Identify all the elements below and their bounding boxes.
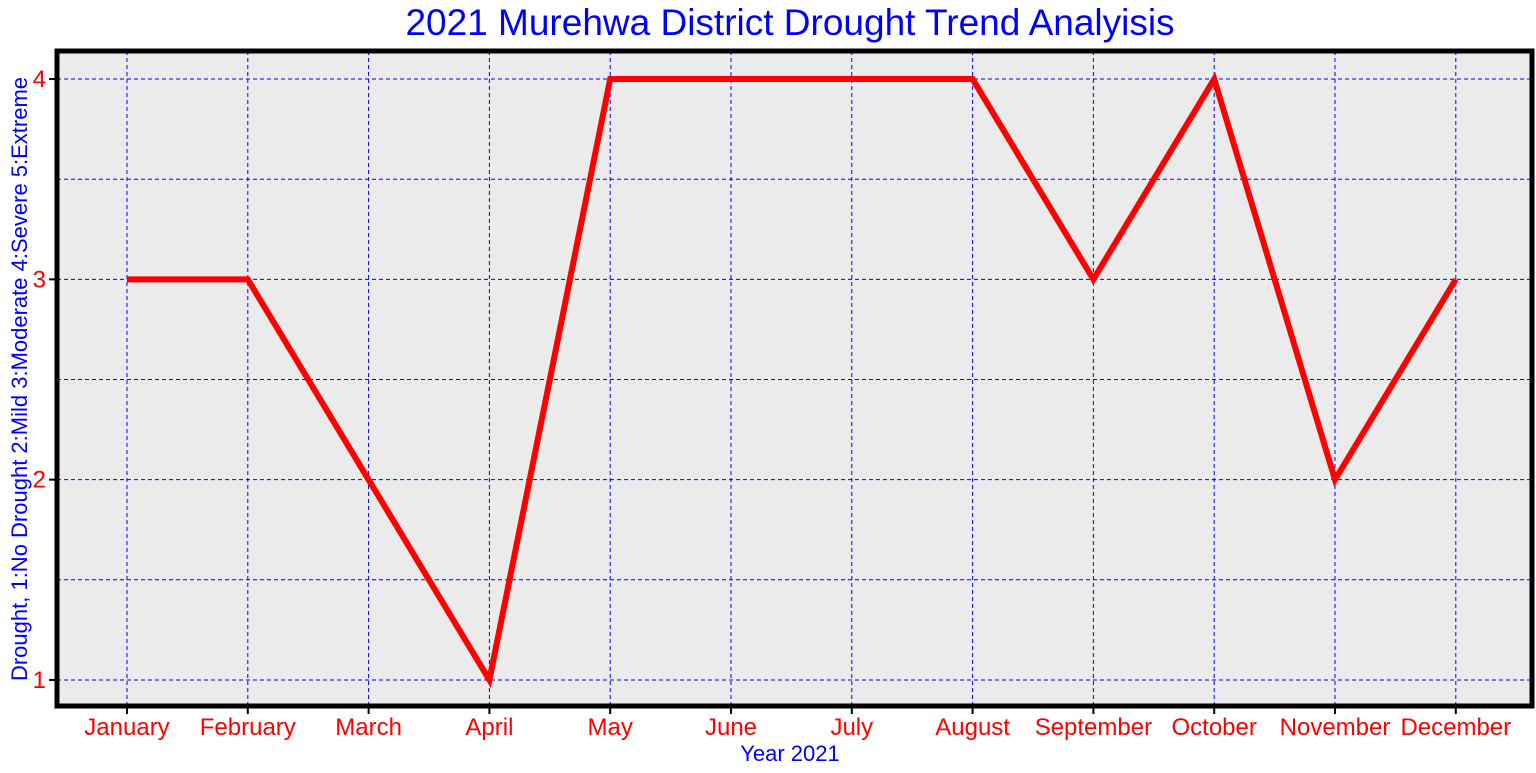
plot-area xyxy=(57,51,1532,706)
y-tick-label: 4 xyxy=(33,66,46,93)
x-tick-label-october: October xyxy=(1172,714,1257,741)
x-tick-label-september: September xyxy=(1035,714,1152,741)
x-tick-label-july: July xyxy=(830,714,873,741)
y-tick-label: 2 xyxy=(33,467,46,494)
x-tick-label-may: May xyxy=(588,714,633,741)
y-tick-label: 3 xyxy=(33,266,46,293)
plot-frame xyxy=(54,48,1535,709)
x-tick-label-august: August xyxy=(935,714,1010,741)
x-axis-label: Year 2021 xyxy=(740,741,840,766)
chart-title: 2021 Murehwa District Drought Trend Anal… xyxy=(405,2,1174,43)
x-axis-ticks: January February March April May June July Augu… xyxy=(84,706,1511,741)
x-tick-label-march: March xyxy=(335,714,402,741)
x-tick-label-january: January xyxy=(84,714,169,741)
x-tick-label-december: December xyxy=(1400,714,1511,741)
x-tick-label-april: April xyxy=(465,714,513,741)
drought-series-line xyxy=(127,71,1459,689)
x-tick-label-june: June xyxy=(705,714,757,741)
y-tick-label: 1 xyxy=(33,667,46,694)
data-series xyxy=(126,71,1459,689)
x-tick-label-november: November xyxy=(1280,714,1391,741)
y-axis-label: Drought, 1:No Drought 2:Mild 3:Moderate … xyxy=(7,77,32,681)
y-axis-ticks: 1 2 3 4 xyxy=(33,66,57,694)
x-tick-label-february: February xyxy=(200,714,296,741)
